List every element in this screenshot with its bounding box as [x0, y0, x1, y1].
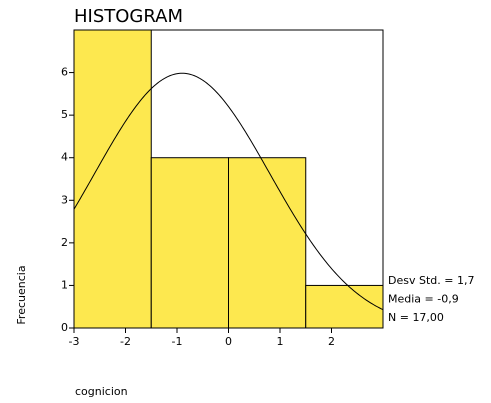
x-tick-label: 2	[328, 335, 335, 348]
stat-label: N = 17,00	[388, 311, 444, 324]
stat-label: Desv Std. = 1,7	[388, 274, 474, 287]
normal-curve	[74, 72, 383, 311]
bar	[150, 157, 229, 328]
y-tick-label: 5	[61, 108, 68, 121]
bar	[228, 157, 307, 328]
bar	[305, 284, 383, 328]
x-tick-label: 1	[277, 335, 284, 348]
x-tick-label: -3	[69, 335, 80, 348]
y-tick-label: 4	[61, 151, 68, 164]
chart-title: HISTOGRAM	[74, 6, 183, 27]
y-axis-label: Frecuencia	[15, 265, 28, 324]
y-tick-label: 0	[61, 321, 68, 334]
y-tick-label: 1	[61, 278, 68, 291]
plot-area	[74, 30, 383, 328]
x-tick-label: 0	[225, 335, 232, 348]
stat-label: Media = -0,9	[388, 293, 459, 306]
y-tick-label: 6	[61, 66, 68, 79]
y-tick-label: 3	[61, 193, 68, 206]
x-tick-label: -2	[120, 335, 131, 348]
y-tick-label: 2	[61, 236, 68, 249]
x-axis-label: cognicion	[75, 385, 128, 398]
bar	[74, 30, 152, 328]
x-tick-label: -1	[172, 335, 183, 348]
